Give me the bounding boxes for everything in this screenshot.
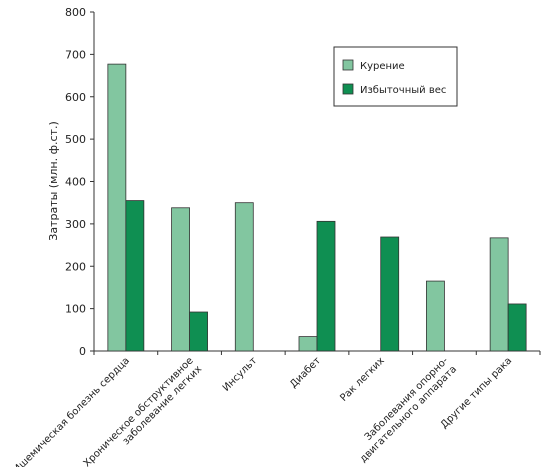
category-label-line: заболевание легких	[121, 364, 204, 447]
legend-swatch-overweight	[342, 83, 354, 95]
y-tick-label: 0	[79, 345, 86, 358]
y-tick-label: 700	[65, 48, 86, 61]
category-label-line: Рак легких	[338, 355, 387, 404]
legend-swatch-smoking	[342, 59, 354, 71]
y-tick-label: 100	[65, 303, 86, 316]
bar-smoking	[426, 280, 445, 352]
category-label-line: Хроническое обструктивное	[82, 355, 196, 467]
legend: Курение Избыточный вес	[333, 46, 458, 107]
bar-smoking	[298, 336, 318, 352]
category-label-line: Ишемическая болезнь сердца	[12, 355, 132, 467]
axes-layer	[90, 11, 541, 355]
bar-smoking	[107, 63, 127, 352]
y-tick-label: 300	[65, 218, 86, 231]
category-label: Хроническое обструктивноезаболевание лег…	[82, 355, 205, 467]
category-label: Рак легких	[338, 355, 387, 404]
category-label: Ишемическая болезнь сердца	[12, 355, 132, 467]
bar-overweight	[125, 200, 145, 352]
bar-smoking	[489, 237, 509, 352]
legend-label-smoking: Курение	[360, 61, 405, 72]
category-label-line: двигательного аппарата	[358, 364, 459, 465]
bar-overweight	[380, 236, 400, 352]
legend-box	[333, 46, 458, 107]
category-label: Диабет	[288, 355, 323, 390]
bar-overweight	[189, 311, 208, 352]
category-label: Инсульт	[221, 355, 260, 394]
y-tick-label: 200	[65, 260, 86, 273]
y-tick-label: 500	[65, 133, 86, 146]
y-axis-label: Затраты (млн. ф.ст.)	[47, 121, 60, 240]
category-label-line: Диабет	[288, 355, 323, 390]
y-tick-label: 600	[65, 91, 86, 104]
category-label-line: Инсульт	[221, 355, 260, 394]
bar-overweight	[316, 220, 336, 352]
bar-smoking	[234, 202, 254, 352]
y-tick-label: 400	[65, 176, 86, 189]
bar-smoking	[171, 207, 190, 352]
legend-label-overweight: Избыточный вес	[360, 85, 446, 96]
y-tick-label: 800	[65, 6, 86, 19]
bars-layer	[107, 63, 527, 352]
bar-overweight	[507, 303, 527, 352]
